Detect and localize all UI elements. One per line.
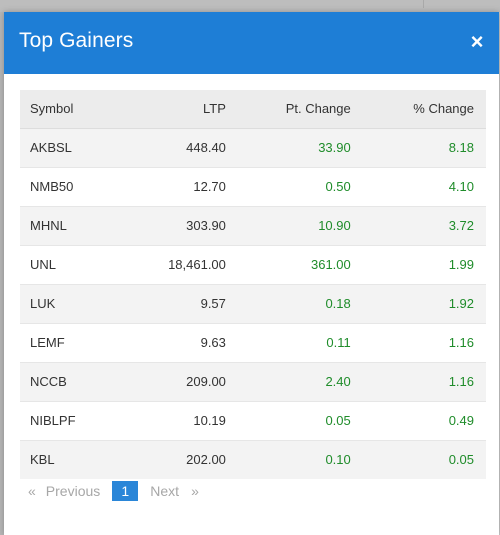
cell-symbol: UNL bbox=[20, 244, 124, 284]
table-row: MHNL 303.90 10.90 3.72 bbox=[20, 205, 486, 245]
table-header-row: Symbol LTP Pt. Change % Change bbox=[20, 90, 486, 129]
cell-pt-change: 361.00 bbox=[235, 244, 361, 284]
table-row: UNL 18,461.00 361.00 1.99 bbox=[20, 244, 486, 284]
cell-ltp: 18,461.00 bbox=[123, 244, 236, 284]
cell-ltp: 10.19 bbox=[123, 400, 236, 440]
cell-ltp: 9.63 bbox=[123, 322, 236, 362]
cell-symbol: LEMF bbox=[20, 322, 124, 362]
modal-body: Symbol LTP Pt. Change % Change AKBSL 448… bbox=[4, 74, 499, 501]
modal-title: Top Gainers bbox=[19, 29, 134, 52]
close-icon[interactable]: × bbox=[470, 29, 484, 54]
cell-ltp: 12.70 bbox=[123, 166, 236, 206]
cell-symbol: NMB50 bbox=[20, 166, 124, 206]
backdrop-left-sliver bbox=[0, 12, 4, 535]
modal-header: Top Gainers × bbox=[4, 12, 499, 74]
table-body: AKBSL 448.40 33.90 8.18 NMB50 12.70 0.50… bbox=[20, 127, 486, 479]
cell-pt-change: 10.90 bbox=[235, 205, 361, 245]
cell-pt-change: 33.90 bbox=[235, 127, 361, 167]
table-row: NMB50 12.70 0.50 4.10 bbox=[20, 166, 486, 206]
cell-pct-change: 1.99 bbox=[360, 244, 486, 284]
table-row: LUK 9.57 0.18 1.92 bbox=[20, 283, 486, 323]
previous-page-link[interactable]: Previous bbox=[45, 482, 101, 499]
table-row: NCCB 209.00 2.40 1.16 bbox=[20, 361, 486, 401]
cell-pct-change: 1.16 bbox=[360, 322, 486, 362]
header-pct-change[interactable]: % Change bbox=[360, 90, 486, 129]
cell-symbol: LUK bbox=[20, 283, 124, 323]
table-header: Symbol LTP Pt. Change % Change bbox=[20, 90, 486, 129]
cell-pt-change: 0.50 bbox=[235, 166, 361, 206]
cell-pt-change: 0.05 bbox=[235, 400, 361, 440]
cell-ltp: 9.57 bbox=[123, 283, 236, 323]
header-symbol[interactable]: Symbol bbox=[20, 90, 124, 129]
page-backdrop bbox=[0, 0, 500, 12]
page-number-current[interactable]: 1 bbox=[112, 480, 139, 501]
header-pt-change[interactable]: Pt. Change bbox=[235, 90, 361, 129]
cell-symbol: NIBLPF bbox=[20, 400, 124, 440]
cell-symbol: MHNL bbox=[20, 205, 124, 245]
table-row: AKBSL 448.40 33.90 8.18 bbox=[20, 127, 486, 167]
backdrop-divider bbox=[423, 0, 464, 8]
cell-pct-change: 1.92 bbox=[360, 283, 486, 323]
cell-pct-change: 0.49 bbox=[360, 400, 486, 440]
pagination: « Previous 1 Next » bbox=[20, 480, 487, 501]
top-gainers-modal: Top Gainers × Symbol LTP Pt. Change % Ch… bbox=[4, 12, 499, 535]
table-row: KBL 202.00 0.10 0.05 bbox=[20, 439, 486, 479]
next-page-link[interactable]: Next bbox=[150, 482, 180, 499]
cell-ltp: 209.00 bbox=[123, 361, 236, 401]
cell-pct-change: 3.72 bbox=[360, 205, 486, 245]
cell-pct-change: 0.05 bbox=[360, 439, 486, 479]
cell-pt-change: 0.11 bbox=[235, 322, 361, 362]
cell-symbol: NCCB bbox=[20, 361, 124, 401]
gainers-table: Symbol LTP Pt. Change % Change AKBSL 448… bbox=[20, 90, 486, 479]
cell-pct-change: 1.16 bbox=[360, 361, 486, 401]
cell-symbol: AKBSL bbox=[20, 127, 124, 167]
table-row: LEMF 9.63 0.11 1.16 bbox=[20, 322, 486, 362]
cell-ltp: 202.00 bbox=[123, 439, 236, 479]
cell-ltp: 448.40 bbox=[123, 127, 236, 167]
cell-ltp: 303.90 bbox=[123, 205, 236, 245]
cell-pt-change: 0.10 bbox=[235, 439, 361, 479]
cell-pt-change: 0.18 bbox=[235, 283, 361, 323]
cell-pt-change: 2.40 bbox=[235, 361, 361, 401]
last-page-icon[interactable]: » bbox=[191, 482, 199, 499]
header-ltp[interactable]: LTP bbox=[123, 90, 236, 129]
cell-pct-change: 4.10 bbox=[360, 166, 486, 206]
cell-symbol: KBL bbox=[20, 439, 124, 479]
cell-pct-change: 8.18 bbox=[360, 127, 486, 167]
table-row: NIBLPF 10.19 0.05 0.49 bbox=[20, 400, 486, 440]
first-page-icon[interactable]: « bbox=[28, 482, 36, 499]
